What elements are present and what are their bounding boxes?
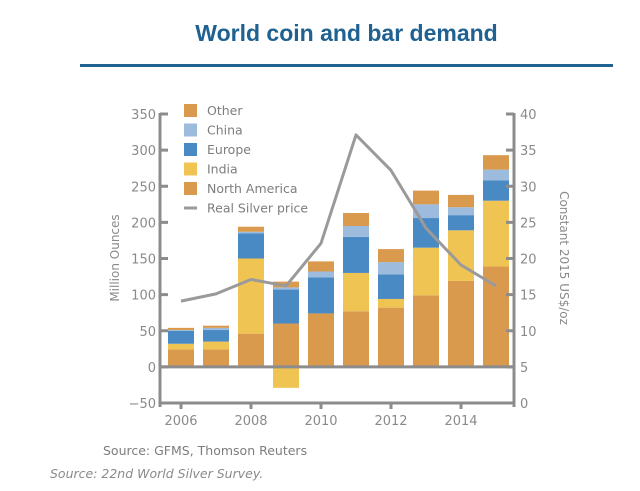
bar-segment-europe-2014 bbox=[448, 215, 474, 231]
axes-layer: −50 0 50 100 150 200 250 300 350 0 5 10 15 20 25 30 35 40… bbox=[129, 108, 537, 429]
bar-segment-europe-2006 bbox=[168, 330, 194, 344]
bar-segment-other-2006 bbox=[168, 327, 194, 331]
bar-segment-india-2012 bbox=[378, 298, 404, 308]
bar-segment-north-america-2007 bbox=[203, 349, 229, 367]
y-tick-label: 150 bbox=[131, 253, 156, 268]
bar-segment-europe-2007 bbox=[203, 330, 229, 342]
legend-swatch-india bbox=[184, 162, 197, 176]
bar-segment-north-america-2009 bbox=[273, 323, 299, 367]
x-tick-label: 2014 bbox=[444, 414, 477, 429]
y2-tick-label: 0 bbox=[520, 397, 528, 412]
y2-tick-label: 35 bbox=[520, 144, 537, 159]
y-tick-label: 250 bbox=[131, 180, 156, 195]
y2-tick-label: 15 bbox=[520, 289, 537, 304]
bar-segment-north-america-2012 bbox=[378, 307, 404, 367]
bar-segment-other-2015 bbox=[483, 155, 509, 170]
line-real-silver-price bbox=[180, 133, 497, 303]
bar-segment-china-2007 bbox=[203, 327, 229, 331]
legend: Other China Europe India North America Real S… bbox=[184, 103, 308, 216]
y-tick-label: −50 bbox=[129, 397, 156, 412]
y2-tick-label: 20 bbox=[520, 253, 537, 268]
legend-swatch-china bbox=[184, 123, 197, 137]
y2-tick-label: 25 bbox=[520, 216, 537, 231]
y-tick-label: 0 bbox=[148, 361, 156, 376]
line-layer bbox=[180, 133, 497, 303]
bar-segment-other-2007 bbox=[203, 325, 229, 328]
legend-label-europe: Europe bbox=[207, 142, 251, 157]
legend-label-china: China bbox=[207, 123, 243, 138]
chart-title: World coin and bar demand bbox=[195, 20, 498, 46]
y2-tick-label: 40 bbox=[520, 108, 537, 123]
bar-segment-china-2012 bbox=[378, 262, 404, 275]
bar-segment-north-america-2010 bbox=[308, 313, 334, 367]
title-divider bbox=[80, 64, 613, 67]
y-tick-label: 100 bbox=[131, 289, 156, 304]
y2-tick-label: 30 bbox=[520, 180, 537, 195]
legend-label-india: India bbox=[207, 162, 238, 177]
legend-swatch-europe bbox=[184, 143, 197, 156]
bar-segment-north-america-2006 bbox=[168, 349, 194, 367]
bar-segment-europe-2015 bbox=[483, 180, 509, 201]
bar-segment-north-america-2011 bbox=[343, 311, 369, 367]
bar-segment-europe-2013 bbox=[413, 218, 439, 248]
bar-segment-china-2011 bbox=[343, 225, 369, 237]
bar-segment-india-2007 bbox=[203, 341, 229, 350]
bar-segment-europe-2011 bbox=[343, 236, 369, 273]
bar-segment-india-2011 bbox=[343, 272, 369, 312]
bar-segment-other-2014 bbox=[448, 194, 474, 208]
x-tick-label: 2006 bbox=[164, 414, 197, 429]
bar-segment-china-2008 bbox=[238, 231, 264, 234]
bar-segment-europe-2009 bbox=[273, 289, 299, 324]
bar-segment-india-2008 bbox=[238, 258, 264, 334]
x-tick-label: 2012 bbox=[374, 414, 407, 429]
bar-segment-china-2015 bbox=[483, 169, 509, 181]
bars-layer bbox=[168, 155, 509, 388]
chart-source-note: Source: GFMS, Thomson Reuters bbox=[103, 443, 308, 458]
bar-segment-other-2012 bbox=[378, 249, 404, 263]
bar-segment-north-america-2015 bbox=[483, 266, 509, 367]
bar-segment-other-2008 bbox=[238, 226, 264, 232]
document-source-note: Source: 22nd World Silver Survey. bbox=[50, 466, 264, 481]
y-tick-label: 300 bbox=[131, 144, 156, 159]
legend-label-north-america: North America bbox=[207, 181, 298, 196]
bar-segment-other-2013 bbox=[413, 190, 439, 205]
legend-swatch-real-silver-price bbox=[184, 206, 197, 210]
y-tick-label: 350 bbox=[131, 108, 156, 123]
bar-segment-china-2009 bbox=[273, 287, 299, 290]
y-axis-title: Million Ounces bbox=[108, 214, 122, 301]
x-tick-label: 2008 bbox=[234, 414, 267, 429]
legend-swatch-other bbox=[184, 104, 197, 117]
y2-tick-label: 10 bbox=[520, 325, 537, 340]
bar-segment-other-2011 bbox=[343, 212, 369, 226]
bar-segment-europe-2012 bbox=[378, 274, 404, 299]
bar-segment-india-2015 bbox=[483, 200, 509, 267]
bar-segment-north-america-2013 bbox=[413, 295, 439, 367]
bar-segment-china-2010 bbox=[308, 271, 334, 278]
bar-segment-india-2013 bbox=[413, 247, 439, 296]
bar-segment-india-2009 bbox=[273, 366, 299, 388]
y2-tick-label: 5 bbox=[520, 361, 528, 376]
y2-axis-title: Constant 2015 US$/oz bbox=[557, 191, 571, 325]
bar-segment-other-2010 bbox=[308, 261, 334, 272]
legend-label-real-silver-price: Real Silver price bbox=[207, 201, 308, 216]
x-tick-label: 2010 bbox=[304, 414, 337, 429]
legend-swatch-north-america bbox=[184, 182, 197, 195]
bar-segment-india-2006 bbox=[168, 343, 194, 350]
bar-segment-china-2006 bbox=[168, 330, 194, 331]
bar-segment-europe-2010 bbox=[308, 277, 334, 314]
bar-segment-china-2014 bbox=[448, 207, 474, 216]
y-tick-label: 200 bbox=[131, 216, 156, 231]
y-tick-label: 50 bbox=[139, 325, 156, 340]
bar-segment-europe-2008 bbox=[238, 233, 264, 259]
legend-label-other: Other bbox=[207, 103, 243, 118]
bar-segment-north-america-2014 bbox=[448, 280, 474, 367]
bar-segment-north-america-2008 bbox=[238, 333, 264, 367]
